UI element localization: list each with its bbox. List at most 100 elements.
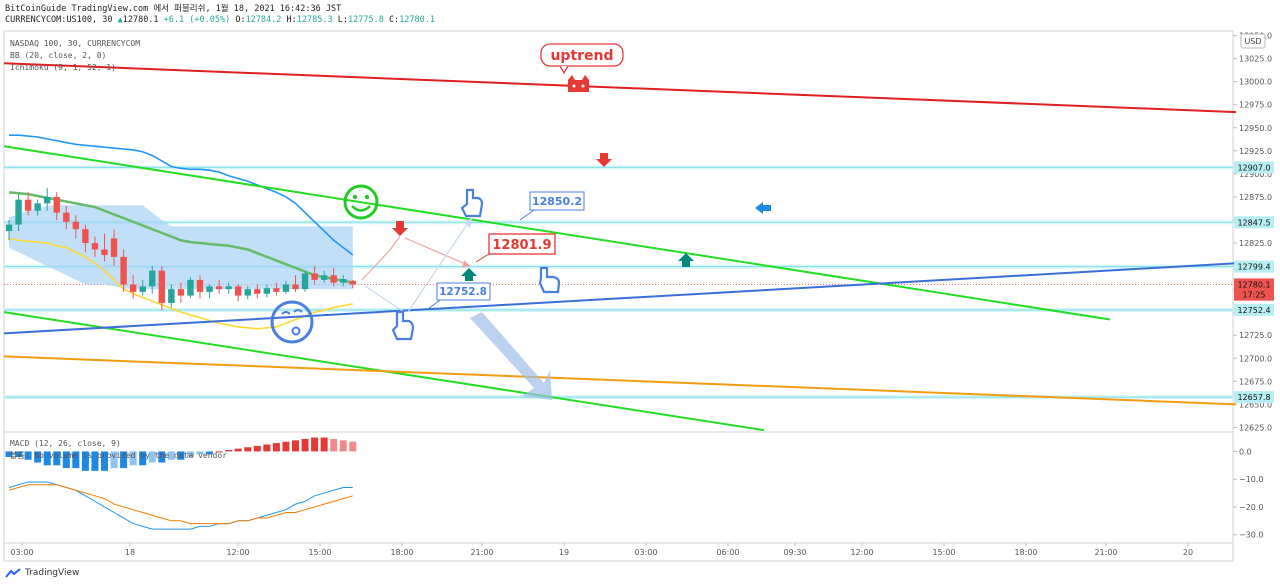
price-tick-label: 12875.0 xyxy=(1239,193,1272,202)
chart-frame xyxy=(3,30,1234,562)
smiley-icon xyxy=(343,184,379,220)
header-open: 12784.2 xyxy=(245,15,282,25)
candle-body xyxy=(129,284,137,292)
bb-upper-line xyxy=(9,134,354,256)
price-tag-label: 12780.1 xyxy=(1237,280,1270,289)
macd-bar xyxy=(158,451,166,463)
macd-bar xyxy=(34,451,42,463)
header-symbol: CURRENCYCOM:US100, 30 xyxy=(5,15,113,25)
price-tag-label: 12657.8 xyxy=(1237,393,1270,402)
candle-body xyxy=(101,249,108,256)
legend-macd: MACD (12, 26, close, 9) xyxy=(10,439,121,448)
macd-bar xyxy=(311,437,319,452)
hand-pointer-icon xyxy=(391,188,561,341)
macd-bar xyxy=(301,438,309,452)
footer-brand: TradingView xyxy=(25,568,80,578)
legend-volume-note: 볼륨: No volume is provided by the data ve… xyxy=(10,450,227,460)
price-tag xyxy=(1234,391,1274,404)
macd-bar xyxy=(15,451,23,457)
candle-body xyxy=(282,284,290,292)
marker-icons xyxy=(270,75,771,344)
price-tag-label: 12907.0 xyxy=(1237,163,1270,172)
label-12752: 12752.8 xyxy=(439,286,487,298)
arrow-up-icon xyxy=(678,253,694,267)
bb-basis-line xyxy=(8,191,354,284)
trend-line-blue[interactable] xyxy=(3,262,1237,335)
macd-bar xyxy=(215,451,223,453)
candle-body xyxy=(63,212,70,222)
callout-12801: 12801.9 xyxy=(475,233,556,263)
price-tick-label: 12925.0 xyxy=(1239,147,1272,156)
time-tick-label: 21:00 xyxy=(470,548,493,557)
macd-bar xyxy=(263,444,271,452)
ichimoku-cloud xyxy=(9,205,353,290)
down-arrow-large xyxy=(470,312,552,400)
price-tick-label: 12700.0 xyxy=(1239,354,1272,363)
trend-lines[interactable] xyxy=(3,62,1237,432)
price-tag xyxy=(1234,288,1274,301)
macd-bar xyxy=(53,451,61,466)
arrow-down-icon xyxy=(596,153,612,167)
candle-body xyxy=(235,286,242,296)
price-tick-label: 12900.0 xyxy=(1239,170,1272,179)
macd-bar xyxy=(81,451,89,471)
arrow-left-icon xyxy=(755,202,771,214)
candle-body xyxy=(196,279,204,292)
trend-line-orange[interactable] xyxy=(3,355,1237,406)
macd-bar xyxy=(196,451,204,455)
time-tick-label: 18:00 xyxy=(390,548,413,557)
price-tick-label: 12725.0 xyxy=(1239,331,1272,340)
macd-bar xyxy=(129,451,137,466)
candle-body xyxy=(44,196,51,204)
time-tick-label: 19 xyxy=(559,548,569,557)
candle-body xyxy=(215,286,223,290)
price-tick-label: 12625.0 xyxy=(1239,423,1272,432)
macd-tick-label: −10.0 xyxy=(1239,475,1264,484)
candle-body xyxy=(24,199,32,211)
time-tick-label: 03:00 xyxy=(634,548,657,557)
price-tag xyxy=(1234,216,1274,229)
macd-bar xyxy=(139,451,147,466)
time-tick-label: 15:00 xyxy=(932,548,955,557)
candle-body xyxy=(273,288,280,292)
macd-bar xyxy=(282,441,290,452)
candle-body xyxy=(340,278,347,283)
price-tick-label: 12825.0 xyxy=(1239,239,1272,248)
candle-body xyxy=(15,199,22,225)
label-12801: 12801.9 xyxy=(492,238,551,253)
price-axis: 13050.013025.013000.012975.012950.012925… xyxy=(1233,32,1272,432)
price-tag-label: 17:25 xyxy=(1242,291,1265,300)
candle-body xyxy=(349,280,356,285)
candle-body xyxy=(110,238,118,257)
macd-bar xyxy=(339,440,347,452)
macd-bar xyxy=(5,451,13,457)
time-tick-label: 09:30 xyxy=(783,548,806,557)
currency-badge[interactable]: USD xyxy=(1240,33,1266,49)
macd-axis: 0.0 −10.0 −20.0 −30.0 xyxy=(1233,447,1264,540)
trend-line-red[interactable] xyxy=(3,62,1237,114)
time-tick-label: 12:00 xyxy=(226,548,249,557)
header-change: +6.1 (+0.05%) xyxy=(163,15,231,25)
macd-bar xyxy=(244,447,252,452)
cloud-area xyxy=(9,205,353,290)
legend-symbol: NASDAQ 100, 30, CURRENCYCOM xyxy=(10,39,140,48)
candle-body xyxy=(149,270,156,287)
price-tag xyxy=(1234,303,1274,316)
price-tag-label: 12799.4 xyxy=(1237,263,1270,272)
trend-line-green-upper[interactable] xyxy=(3,145,1111,321)
candle-body xyxy=(72,221,80,230)
uptrend-callout: uptrend xyxy=(540,43,624,75)
macd-line xyxy=(8,481,353,530)
macd-bar xyxy=(62,451,70,469)
candle-body xyxy=(320,275,328,280)
legend-ichimoku: Ichimoku (9, 1, 52, 1) xyxy=(10,63,116,72)
arrow-up-icon xyxy=(461,268,477,281)
price-tags: 12907.0 12847.5 12799.4 12780.1 17:25 12752.4… xyxy=(1234,161,1274,404)
macd-bar xyxy=(320,437,328,452)
price-tick-label: 13025.0 xyxy=(1239,55,1272,64)
macd-lines xyxy=(8,481,353,530)
time-tick-label: 15:00 xyxy=(308,548,331,557)
price-tag-label: 12847.5 xyxy=(1237,218,1270,227)
macd-bar xyxy=(349,441,357,452)
